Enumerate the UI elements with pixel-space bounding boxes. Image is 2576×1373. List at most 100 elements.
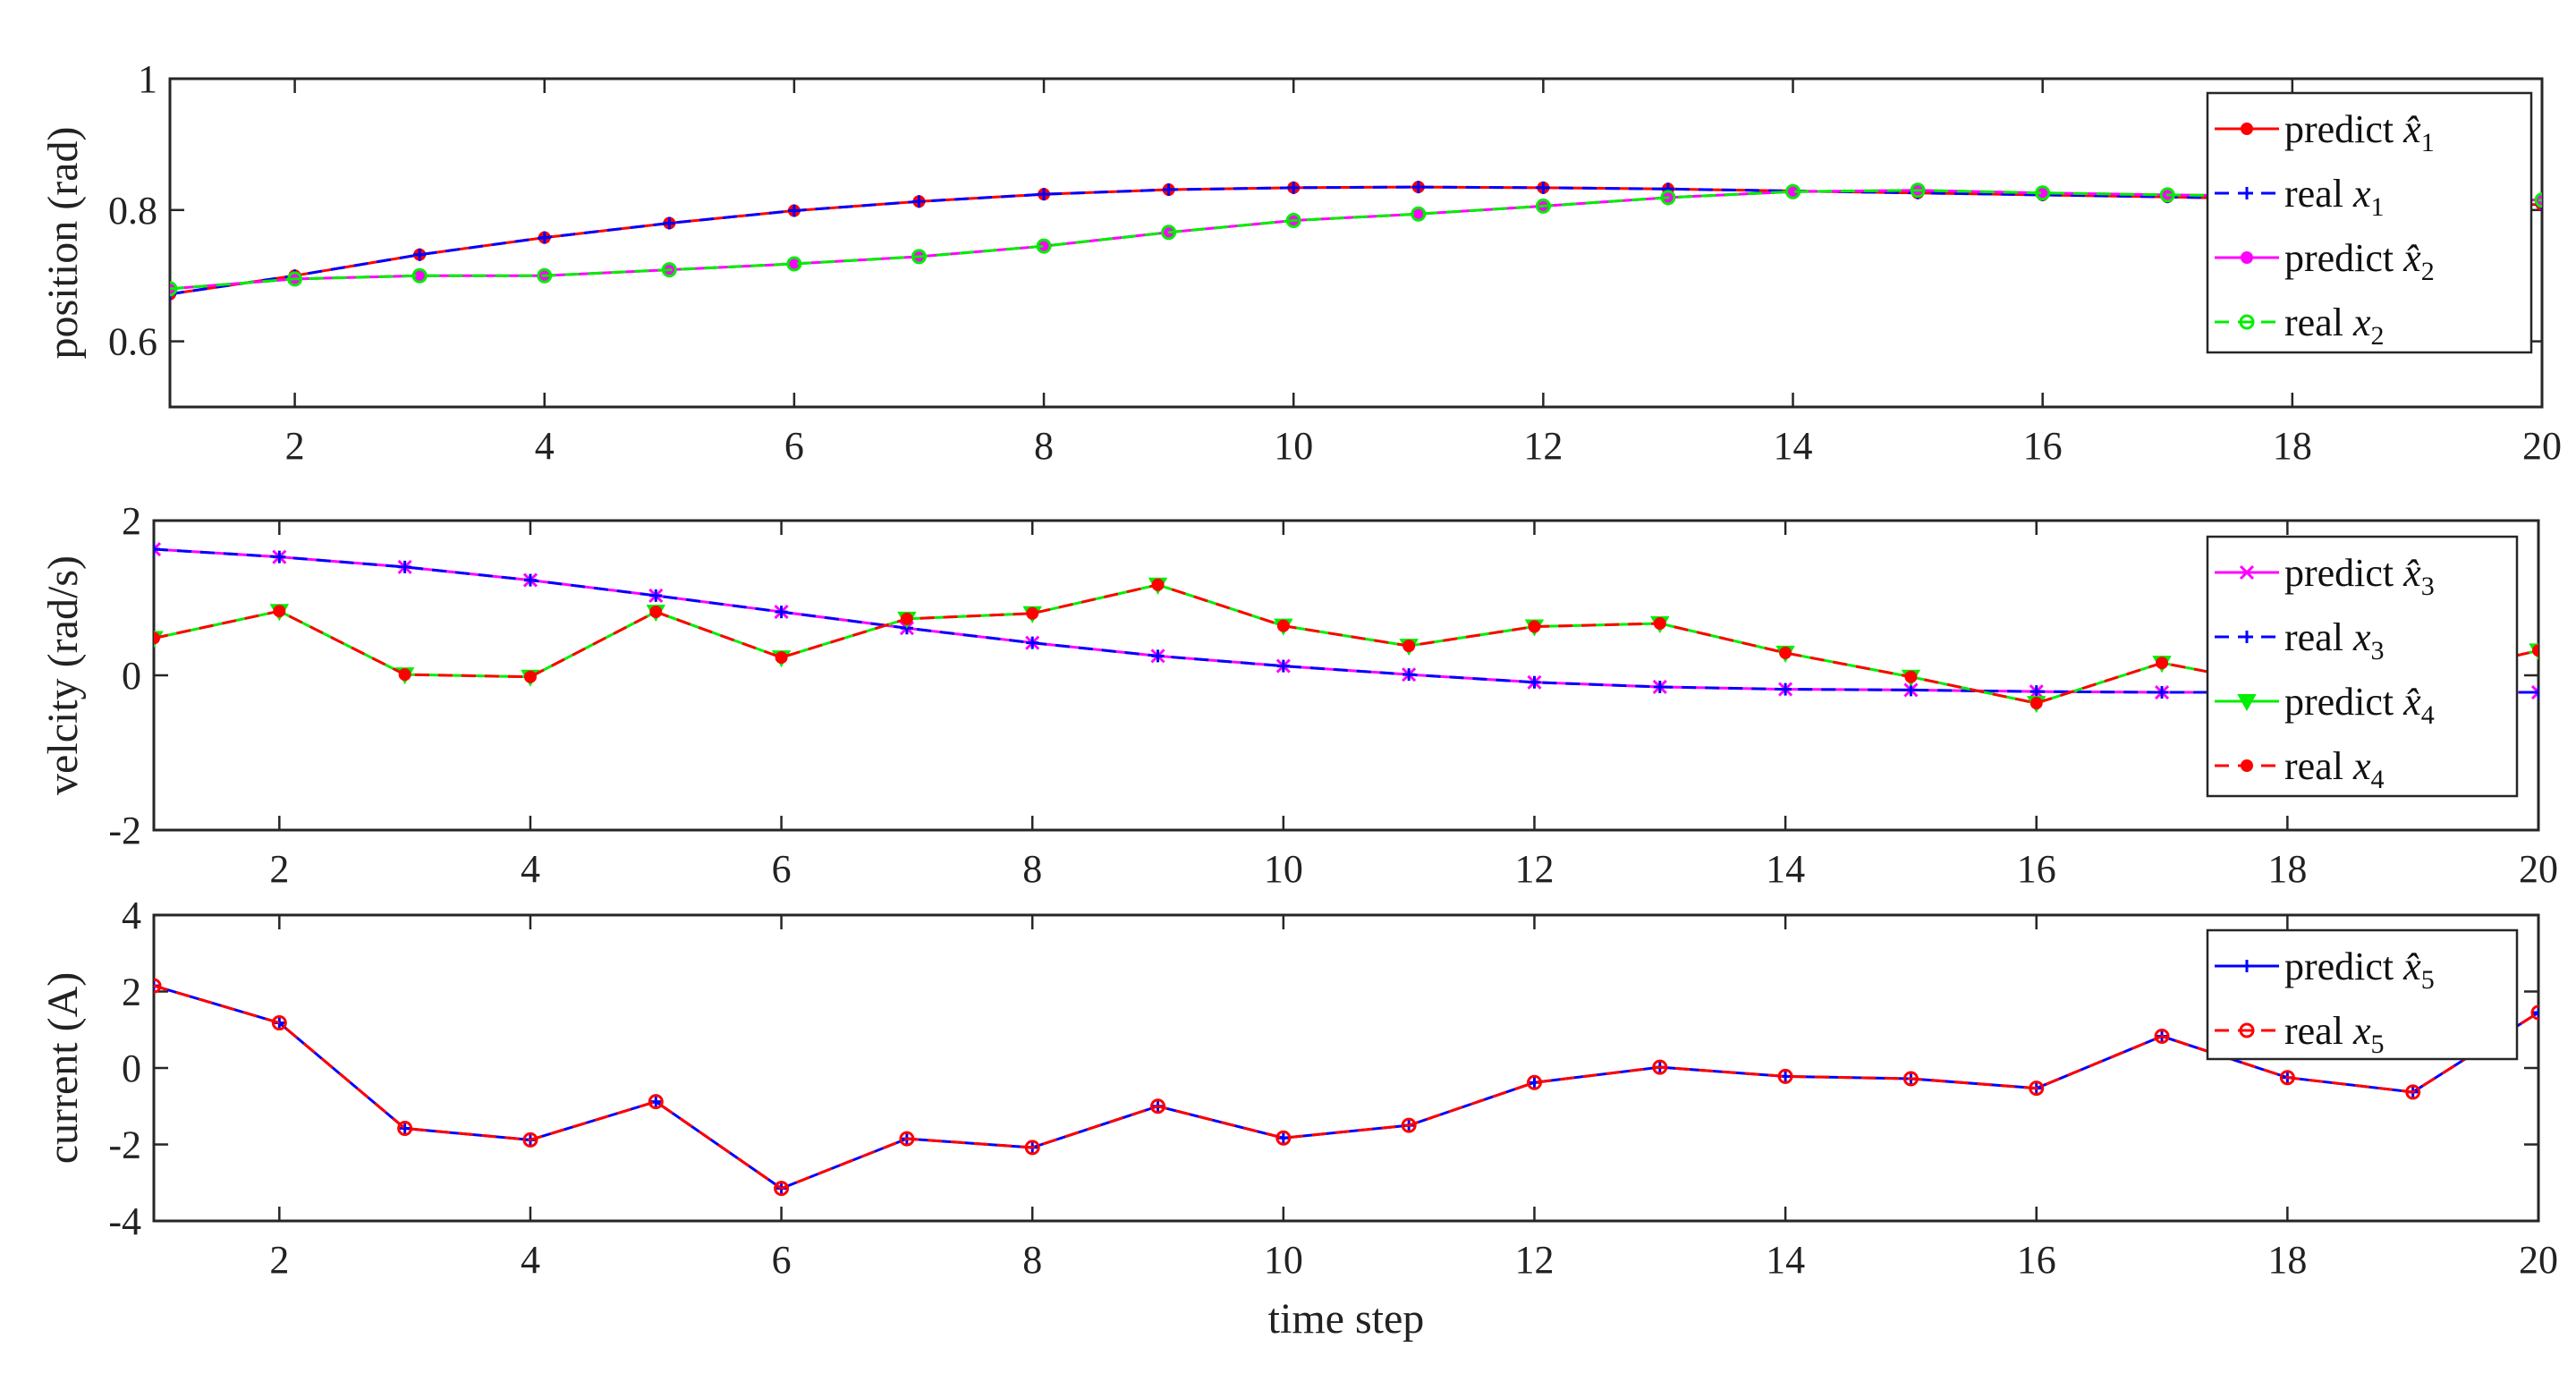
y-axis-title: position (rad) [39, 127, 87, 360]
x-tick-label: 2 [285, 424, 305, 468]
data-point [1026, 606, 1039, 620]
data-point [1162, 183, 1175, 197]
legend-label: predict x̂3 [2284, 551, 2435, 601]
data-point [1401, 1117, 1417, 1133]
data-point [271, 1015, 287, 1031]
x-tick-label: 12 [1514, 847, 1554, 891]
data-point [1528, 620, 1541, 633]
legend-label-symbol: x [2352, 615, 2371, 659]
data-point [1151, 578, 1165, 591]
data-point [2279, 1070, 2295, 1086]
data-point [1535, 198, 1551, 214]
x-tick-label: 14 [1766, 847, 1805, 891]
y-tick-label: 0.8 [108, 189, 157, 233]
data-point [523, 573, 537, 587]
legend-label: real x2 [2284, 301, 2384, 351]
data-point [912, 195, 926, 208]
data-point [2156, 686, 2169, 699]
data-point [1038, 188, 1051, 201]
data-point [1275, 1130, 1292, 1146]
data-point [775, 606, 788, 619]
data-point [1779, 682, 1792, 696]
legend-label-symbol: x̂ [2402, 107, 2421, 151]
legend-label-symbol: x̂ [2402, 680, 2421, 724]
legend-label-symbol: x [2352, 1009, 2371, 1053]
legend-label: predict x̂4 [2284, 680, 2435, 730]
data-point [2405, 1084, 2421, 1100]
data-point [2035, 185, 2051, 201]
data-point [287, 271, 303, 287]
series-line [170, 189, 2542, 291]
x-tick-label: 8 [1022, 847, 1042, 891]
legend-swatch-marker [2241, 123, 2253, 135]
y-tick-label: -4 [108, 1199, 141, 1243]
x-tick-label: 12 [1514, 1238, 1554, 1282]
subplot-2: 2 4 6 8 10 12 14 16 18 20 -2 0 2 velcity (rad/s) predi… [39, 499, 2558, 891]
legend-label: predict x̂5 [2284, 945, 2435, 995]
plot-frame [152, 913, 2540, 1223]
data-point [170, 281, 178, 297]
data-point [2532, 1006, 2538, 1020]
data-point [523, 670, 537, 683]
y-tick-label: 0.6 [108, 320, 157, 364]
data-point [2029, 685, 2043, 699]
data-point [2154, 1029, 2170, 1045]
y-tick-label: 2 [122, 970, 141, 1014]
data-point [522, 1131, 538, 1148]
legend-label-name: predict [2284, 551, 2403, 595]
legend-swatch-marker [2241, 759, 2253, 772]
legend-swatch-marker [2239, 314, 2255, 330]
legend-label: predict x̂2 [2284, 236, 2435, 286]
legend-label-symbol: x [2352, 301, 2371, 344]
legend-swatch-marker [2239, 1022, 2255, 1038]
legend-label: real x4 [2284, 744, 2384, 794]
data-point [2159, 187, 2175, 203]
x-tick-label: 18 [2267, 1238, 2307, 1282]
data-point [899, 1131, 915, 1147]
data-point [1653, 680, 1666, 693]
data-point [398, 560, 411, 573]
data-point [398, 668, 411, 682]
data-point [2532, 644, 2538, 657]
series-line [154, 984, 2538, 1191]
x-tick-label: 14 [1774, 424, 1813, 468]
data-point [2029, 697, 2043, 710]
legend-label-subscript: 5 [2370, 1030, 2384, 1059]
data-point [1151, 649, 1165, 663]
legend-label: real x3 [2284, 615, 2384, 665]
legend-swatch-marker [2241, 251, 2253, 264]
data-point [154, 978, 162, 994]
legend-label-name: real [2284, 744, 2353, 788]
data-point [411, 267, 428, 284]
data-point [1904, 670, 1918, 683]
y-axis-title: current (A) [39, 972, 87, 1165]
y-tick-label: -2 [108, 809, 141, 852]
series-real-5 [154, 978, 2538, 1197]
legend-label-subscript: 4 [2421, 700, 2435, 730]
x-tick-label: 6 [772, 1238, 792, 1282]
data-point [648, 1094, 664, 1110]
x-tick-label: 18 [2267, 847, 2307, 891]
data-point [1287, 181, 1301, 194]
legend-label-name: predict [2284, 107, 2403, 151]
legend-label-name: predict [2284, 680, 2403, 724]
legend-label-subscript: 3 [2370, 636, 2384, 665]
legend-box [2206, 91, 2533, 354]
data-point [1036, 238, 1052, 254]
y-tick-label: 2 [122, 499, 141, 543]
data-point [1660, 190, 1676, 206]
y-tick-label: 4 [122, 894, 141, 937]
data-point [1526, 1074, 1542, 1090]
data-point [1537, 181, 1550, 194]
data-point [1785, 183, 1801, 199]
x-tick-label: 6 [772, 847, 792, 891]
legend-label-symbol: x [2352, 172, 2371, 216]
legend-label-symbol: x̂ [2402, 236, 2421, 280]
x-tick-label: 20 [2519, 1238, 2558, 1282]
x-tick-label: 16 [2023, 424, 2063, 468]
data-point [1402, 668, 1416, 682]
x-tick-label: 18 [2273, 424, 2312, 468]
